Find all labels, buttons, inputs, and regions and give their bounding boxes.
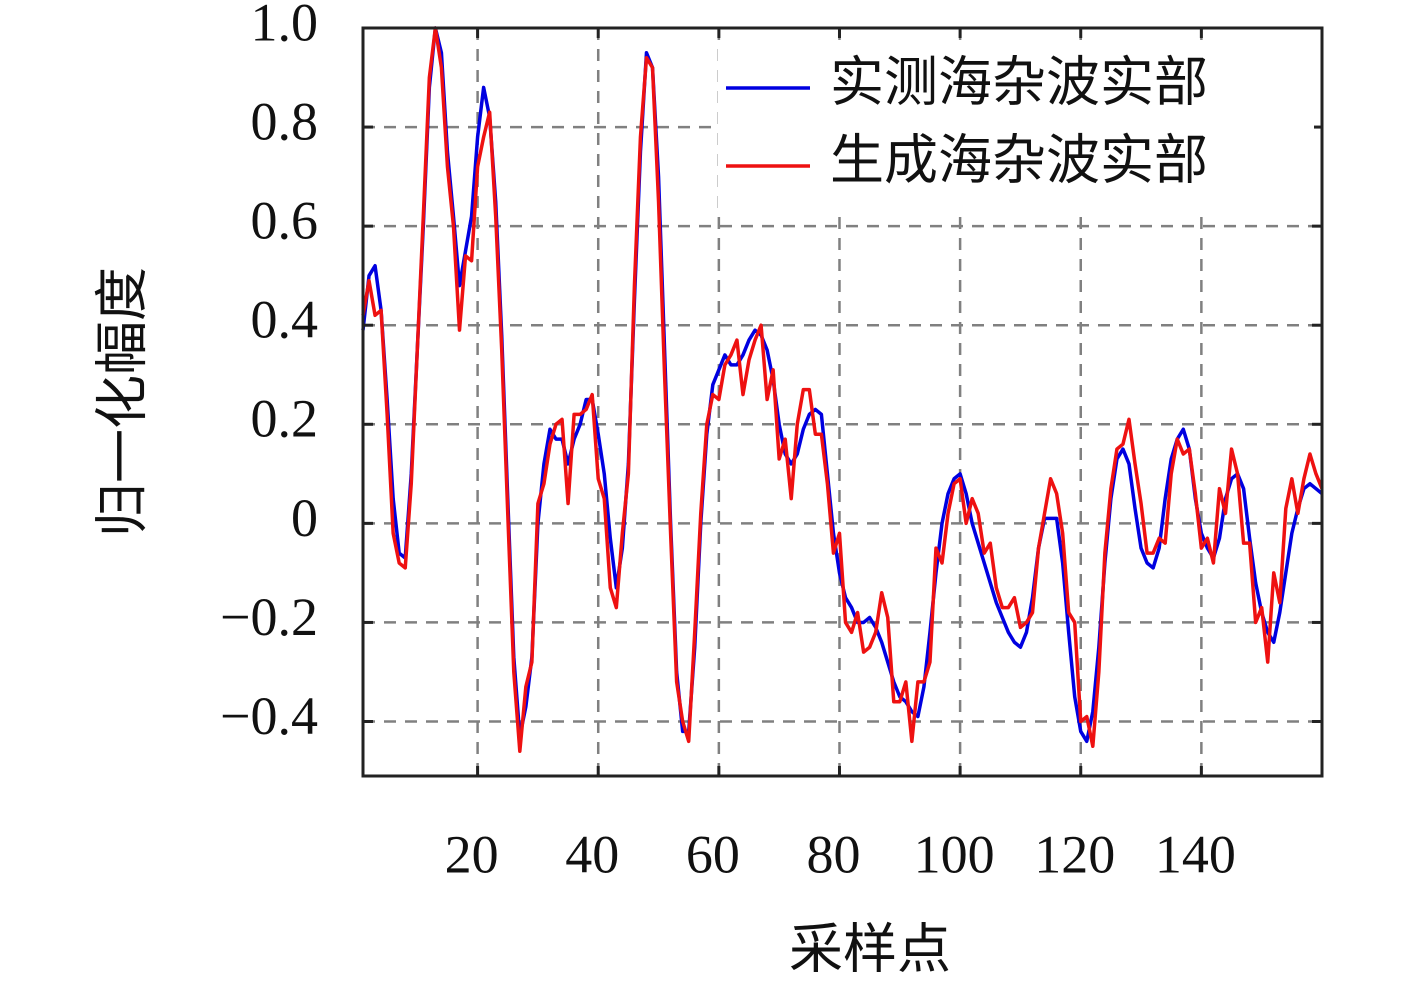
y-tick-label: 0.6 [251,191,319,251]
legend-label: 实测海杂波实部 [830,52,1208,112]
lines [361,26,1324,753]
legend-box [718,48,1314,212]
y-tick-label: 0.2 [251,389,319,449]
x-tick-label: 40 [565,824,619,884]
plot-frame [361,26,1324,778]
x-tick-label: 120 [1034,824,1115,884]
x-tick-label: 140 [1155,824,1236,884]
x-tick-label: 20 [445,824,499,884]
y-tick-label: −0.2 [220,587,318,647]
y-tick-label: 0.4 [251,290,319,350]
y-tick-label: 0.8 [251,91,319,151]
x-tick-label: 60 [686,824,740,884]
series-line [361,26,1324,753]
y-tick-label: −0.4 [220,686,318,746]
x-tick-label: 100 [914,824,995,884]
y-tick-label: 0 [291,488,318,548]
legend-label: 生成海杂波实部 [830,130,1208,190]
x-axis-label: 采样点 [789,919,951,979]
x-tick-label: 80 [806,824,860,884]
y-tick-label: 1.0 [251,0,319,52]
y-axis-label: 归一化幅度 [92,267,152,537]
